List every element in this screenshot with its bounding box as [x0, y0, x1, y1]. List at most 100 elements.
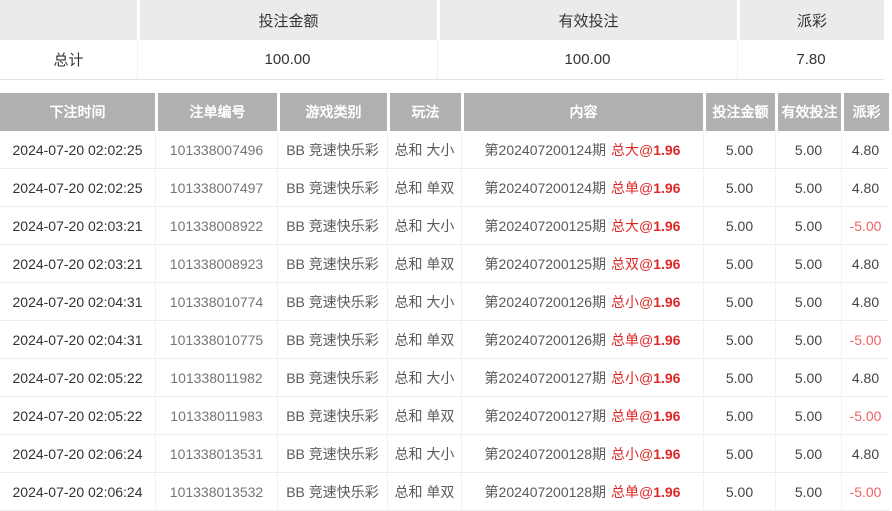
table-row: 2024-07-20 02:04:31 101338010775 BB 竞速快乐… — [0, 321, 889, 359]
cell-bet-amount: 5.00 — [703, 207, 775, 245]
cell-payout: 4.80 — [841, 435, 889, 473]
cell-bet-amount: 5.00 — [703, 283, 775, 321]
cell-content: 第202407200128期 总单@ 1.96 — [461, 473, 703, 511]
cell-bet-time: 2024-07-20 02:03:21 — [0, 207, 155, 245]
content-period: 第202407200128期 — [484, 483, 606, 500]
cell-game-type: BB 竞速快乐彩 — [277, 245, 387, 283]
cell-play-type: 总和 大小 — [387, 435, 461, 473]
cell-valid-bet: 5.00 — [775, 169, 841, 207]
cell-valid-bet: 5.00 — [775, 435, 841, 473]
cell-valid-bet: 5.00 — [775, 131, 841, 169]
cell-bet-id: 101338007496 — [155, 131, 277, 169]
cell-bet-id: 101338013531 — [155, 435, 277, 473]
cell-payout: -5.00 — [841, 397, 889, 435]
content-pick: 总单@ — [610, 483, 654, 500]
header-bet-amount: 投注金额 — [703, 93, 775, 131]
cell-content: 第202407200125期 总双@ 1.96 — [461, 245, 703, 283]
content-pick: 总大@ — [610, 141, 654, 158]
content-odds: 1.96 — [653, 331, 681, 348]
cell-payout: 4.80 — [841, 131, 889, 169]
cell-bet-id: 101338011982 — [155, 359, 277, 397]
content-period: 第202407200125期 — [484, 255, 606, 272]
cell-bet-amount: 5.00 — [703, 245, 775, 283]
cell-content: 第202407200124期 总大@ 1.96 — [461, 131, 703, 169]
cell-bet-amount: 5.00 — [703, 321, 775, 359]
cell-play-type: 总和 单双 — [387, 321, 461, 359]
summary-total-payout: 7.80 — [737, 40, 884, 79]
cell-bet-time: 2024-07-20 02:06:24 — [0, 473, 155, 511]
summary-total-row: 总计 100.00 100.00 7.80 — [0, 40, 884, 80]
cell-payout: 4.80 — [841, 283, 889, 321]
records-body: 2024-07-20 02:02:25 101338007496 BB 竞速快乐… — [0, 131, 889, 511]
content-pick: 总单@ — [610, 407, 654, 424]
cell-bet-time: 2024-07-20 02:04:31 — [0, 283, 155, 321]
cell-payout: 4.80 — [841, 359, 889, 397]
content-period: 第202407200124期 — [484, 141, 606, 158]
cell-bet-id: 101338010774 — [155, 283, 277, 321]
content-pick: 总大@ — [610, 217, 654, 234]
content-pick: 总双@ — [610, 255, 654, 272]
content-odds: 1.96 — [653, 483, 681, 500]
content-odds: 1.96 — [653, 445, 681, 462]
content-period: 第202407200124期 — [484, 179, 606, 196]
cell-valid-bet: 5.00 — [775, 207, 841, 245]
cell-content: 第202407200124期 总单@ 1.96 — [461, 169, 703, 207]
table-row: 2024-07-20 02:03:21 101338008922 BB 竞速快乐… — [0, 207, 889, 245]
content-odds: 1.96 — [653, 293, 681, 310]
content-period: 第202407200125期 — [484, 217, 606, 234]
cell-content: 第202407200126期 总单@ 1.96 — [461, 321, 703, 359]
cell-content: 第202407200127期 总小@ 1.96 — [461, 359, 703, 397]
header-payout: 派彩 — [841, 93, 889, 131]
table-row: 2024-07-20 02:06:24 101338013531 BB 竞速快乐… — [0, 435, 889, 473]
cell-bet-id: 101338008923 — [155, 245, 277, 283]
cell-bet-time: 2024-07-20 02:05:22 — [0, 359, 155, 397]
cell-game-type: BB 竞速快乐彩 — [277, 131, 387, 169]
table-row: 2024-07-20 02:02:25 101338007497 BB 竞速快乐… — [0, 169, 889, 207]
records-header-row: 下注时间 注单编号 游戏类别 玩法 内容 投注金额 有效投注 派彩 — [0, 93, 889, 131]
cell-bet-id: 101338011983 — [155, 397, 277, 435]
cell-game-type: BB 竞速快乐彩 — [277, 359, 387, 397]
cell-play-type: 总和 单双 — [387, 397, 461, 435]
cell-play-type: 总和 单双 — [387, 473, 461, 511]
summary-table: 投注金额 有效投注 派彩 总计 100.00 100.00 7.80 — [0, 0, 884, 80]
cell-valid-bet: 5.00 — [775, 321, 841, 359]
content-pick: 总单@ — [610, 179, 654, 196]
content-period: 第202407200127期 — [484, 369, 606, 386]
cell-payout: -5.00 — [841, 207, 889, 245]
content-odds: 1.96 — [653, 369, 681, 386]
cell-play-type: 总和 大小 — [387, 131, 461, 169]
cell-play-type: 总和 大小 — [387, 359, 461, 397]
content-odds: 1.96 — [653, 179, 681, 196]
content-pick: 总小@ — [610, 369, 654, 386]
content-pick: 总小@ — [610, 445, 654, 462]
cell-bet-time: 2024-07-20 02:05:22 — [0, 397, 155, 435]
cell-game-type: BB 竞速快乐彩 — [277, 473, 387, 511]
header-play-type: 玩法 — [387, 93, 461, 131]
cell-valid-bet: 5.00 — [775, 245, 841, 283]
summary-header-bet-amount: 投注金额 — [137, 0, 437, 40]
content-pick: 总小@ — [610, 293, 654, 310]
cell-bet-time: 2024-07-20 02:06:24 — [0, 435, 155, 473]
cell-game-type: BB 竞速快乐彩 — [277, 283, 387, 321]
cell-valid-bet: 5.00 — [775, 397, 841, 435]
cell-play-type: 总和 大小 — [387, 283, 461, 321]
table-row: 2024-07-20 02:06:24 101338013532 BB 竞速快乐… — [0, 473, 889, 511]
bet-records-table: 下注时间 注单编号 游戏类别 玩法 内容 投注金额 有效投注 派彩 2024-0… — [0, 93, 889, 511]
cell-bet-amount: 5.00 — [703, 131, 775, 169]
content-period: 第202407200127期 — [484, 407, 606, 424]
cell-valid-bet: 5.00 — [775, 473, 841, 511]
cell-payout: 4.80 — [841, 245, 889, 283]
cell-play-type: 总和 大小 — [387, 207, 461, 245]
cell-content: 第202407200128期 总小@ 1.96 — [461, 435, 703, 473]
header-bet-id: 注单编号 — [155, 93, 277, 131]
table-row: 2024-07-20 02:03:21 101338008923 BB 竞速快乐… — [0, 245, 889, 283]
cell-bet-id: 101338008922 — [155, 207, 277, 245]
cell-bet-time: 2024-07-20 02:02:25 — [0, 169, 155, 207]
header-bet-time: 下注时间 — [0, 93, 155, 131]
content-period: 第202407200126期 — [484, 331, 606, 348]
cell-game-type: BB 竞速快乐彩 — [277, 397, 387, 435]
header-valid-bet: 有效投注 — [775, 93, 841, 131]
table-row: 2024-07-20 02:04:31 101338010774 BB 竞速快乐… — [0, 283, 889, 321]
cell-bet-amount: 5.00 — [703, 397, 775, 435]
cell-play-type: 总和 单双 — [387, 169, 461, 207]
